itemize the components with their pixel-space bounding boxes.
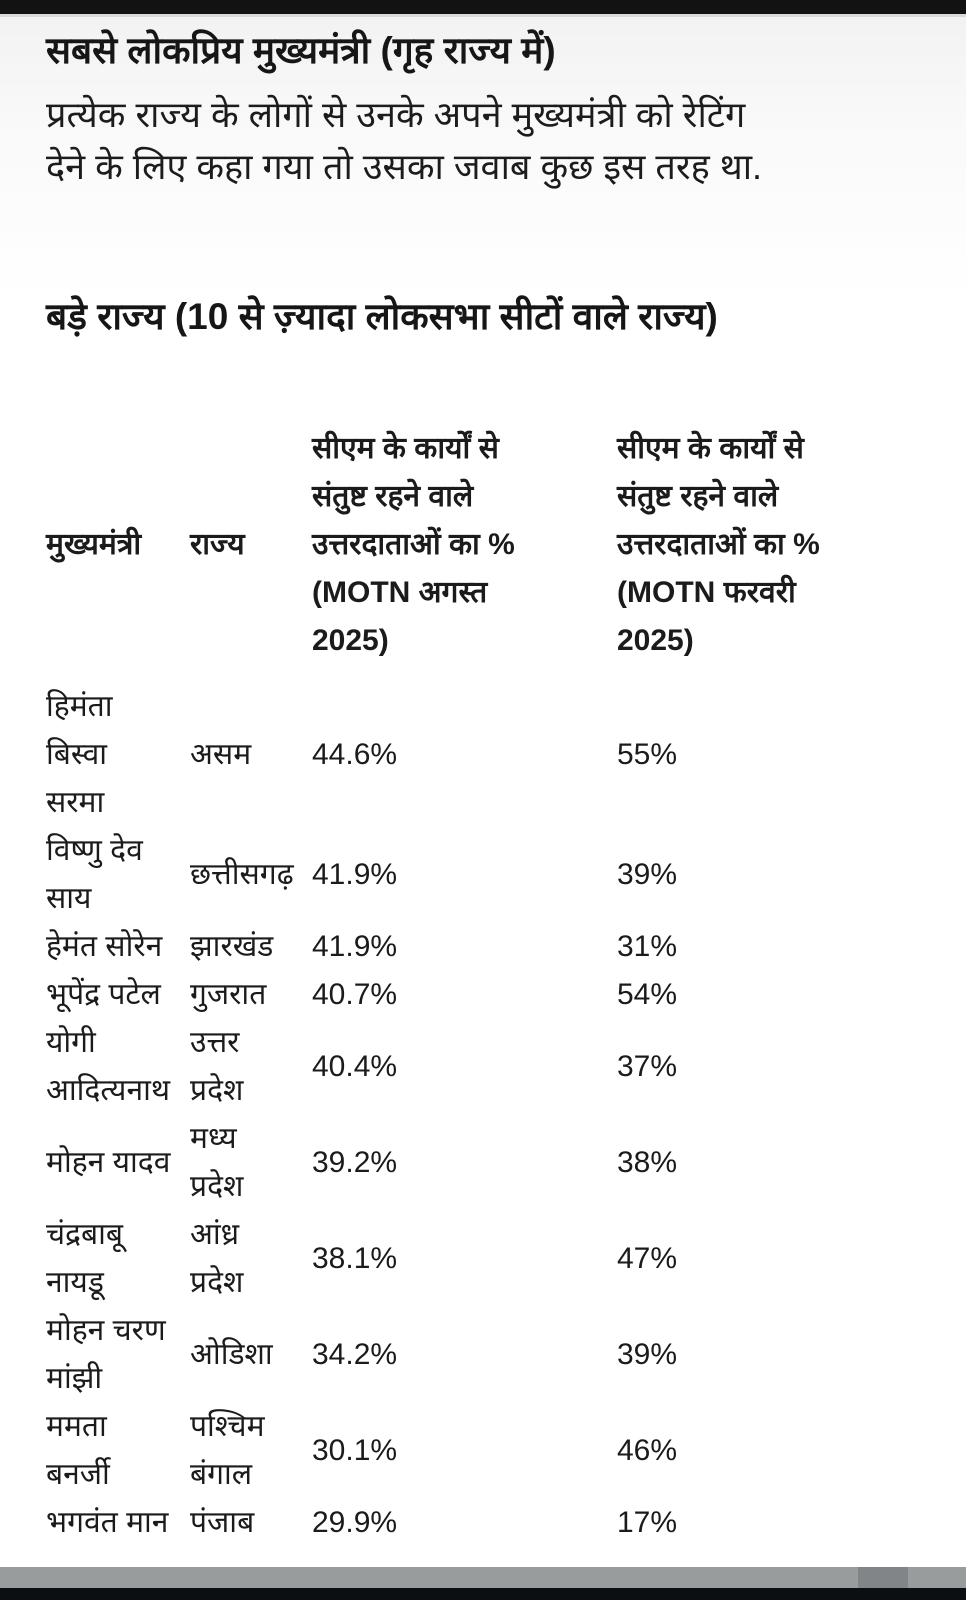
cell-cm-name: मोहन यादव: [46, 1146, 171, 1179]
cell-feb-2025-value: 31%: [617, 930, 678, 963]
cell-state-name: गुजरात: [190, 978, 267, 1011]
table-header-row: मुख्यमंत्री राज्य सीएम के कार्यों से संत…: [46, 425, 926, 665]
table-row: विष्णु देव साय छत्तीसगढ़ 41.9% 39%: [46, 827, 926, 923]
cell-feb-2025-value: 39%: [617, 858, 678, 891]
table-row: हिमंता बिस्वा सरमा असम 44.6% 55%: [46, 683, 926, 827]
cell-cm-name: योगी आदित्यनाथ: [46, 1026, 171, 1107]
cell-aug-2025-value: 40.4%: [312, 1050, 398, 1083]
table-row: मोहन चरण मांझी ओडिशा 34.2% 39%: [46, 1307, 926, 1403]
cell-aug-2025-value: 44.6%: [312, 738, 398, 771]
cell-aug-2025-value: 39.2%: [312, 1146, 398, 1179]
table-row: योगी आदित्यनाथ उत्तर प्रदेश 40.4% 37%: [46, 1019, 926, 1115]
cell-aug-2025-value: 34.2%: [312, 1338, 398, 1371]
bottom-scrollbar-track[interactable]: [0, 1567, 966, 1588]
table-row: हेमंत सोरेन झारखंड 41.9% 31%: [46, 923, 926, 971]
cell-feb-2025-value: 37%: [617, 1050, 678, 1083]
page-title: सबसे लोकप्रिय मुख्यमंत्री (गृह राज्य में…: [46, 30, 556, 71]
col-header-aug-2025: सीएम के कार्यों से संतुष्ट रहने वाले उत्…: [312, 432, 515, 657]
cell-aug-2025-value: 40.7%: [312, 978, 398, 1011]
cell-aug-2025-value: 29.9%: [312, 1506, 398, 1539]
cell-state-name: झारखंड: [190, 930, 274, 963]
cell-aug-2025-value: 30.1%: [312, 1434, 398, 1467]
cell-feb-2025-value: 47%: [617, 1242, 678, 1275]
top-black-bar: [0, 0, 966, 17]
cell-state-name: ओडिशा: [190, 1338, 273, 1371]
article: सबसे लोकप्रिय मुख्यमंत्री (गृह राज्य में…: [0, 27, 966, 1547]
cell-feb-2025-value: 39%: [617, 1338, 678, 1371]
cm-ratings-table: मुख्यमंत्री राज्य सीएम के कार्यों से संत…: [46, 425, 926, 1547]
table-row: भगवंत मान पंजाब 29.9% 17%: [46, 1499, 926, 1547]
cell-cm-name: ममता बनर्जी: [46, 1410, 110, 1491]
section-heading: बड़े राज्य (10 से ज़्यादा लोकसभा सीटों व…: [46, 296, 718, 337]
cell-cm-name: मोहन चरण मांझी: [46, 1314, 166, 1395]
cell-cm-name: हेमंत सोरेन: [46, 930, 163, 963]
cell-aug-2025-value: 38.1%: [312, 1242, 398, 1275]
col-header-state: राज्य: [190, 528, 245, 561]
col-header-cm: मुख्यमंत्री: [46, 528, 142, 561]
col-header-feb-2025: सीएम के कार्यों से संतुष्ट रहने वाले उत्…: [617, 432, 820, 657]
cell-state-name: छत्तीसगढ़: [190, 858, 294, 891]
cell-state-name: असम: [190, 738, 252, 771]
cell-state-name: मध्य प्रदेश: [190, 1122, 244, 1203]
cell-feb-2025-value: 38%: [617, 1146, 678, 1179]
cell-state-name: आंध्र प्रदेश: [190, 1218, 244, 1299]
cell-state-name: उत्तर प्रदेश: [190, 1026, 244, 1107]
cell-aug-2025-value: 41.9%: [312, 858, 398, 891]
cell-feb-2025-value: 46%: [617, 1434, 678, 1467]
table-row: चंद्रबाबू नायडू आंध्र प्रदेश 38.1% 47%: [46, 1211, 926, 1307]
intro-text: प्रत्येक राज्य के लोगों से उनके अपने मुख…: [46, 94, 763, 187]
cell-feb-2025-value: 55%: [617, 738, 678, 771]
scrollbar-thumb[interactable]: [858, 1567, 908, 1588]
cell-cm-name: भगवंत मान: [46, 1506, 169, 1539]
table-body: हिमंता बिस्वा सरमा असम 44.6% 55% विष्णु …: [46, 683, 926, 1547]
cell-cm-name: भूपेंद्र पटेल: [46, 978, 161, 1011]
cell-state-name: पश्चिम बंगाल: [190, 1410, 265, 1491]
table-row: भूपेंद्र पटेल गुजरात 40.7% 54%: [46, 971, 926, 1019]
cell-cm-name: हिमंता बिस्वा सरमा: [46, 690, 113, 819]
table-row: ममता बनर्जी पश्चिम बंगाल 30.1% 46%: [46, 1403, 926, 1499]
cell-cm-name: विष्णु देव साय: [46, 834, 143, 915]
table-row: मोहन यादव मध्य प्रदेश 39.2% 38%: [46, 1115, 926, 1211]
cell-feb-2025-value: 17%: [617, 1506, 678, 1539]
bottom-black-bar: [0, 1588, 966, 1600]
cell-state-name: पंजाब: [190, 1506, 255, 1539]
cell-aug-2025-value: 41.9%: [312, 930, 398, 963]
cell-feb-2025-value: 54%: [617, 978, 678, 1011]
cell-cm-name: चंद्रबाबू नायडू: [46, 1218, 124, 1299]
